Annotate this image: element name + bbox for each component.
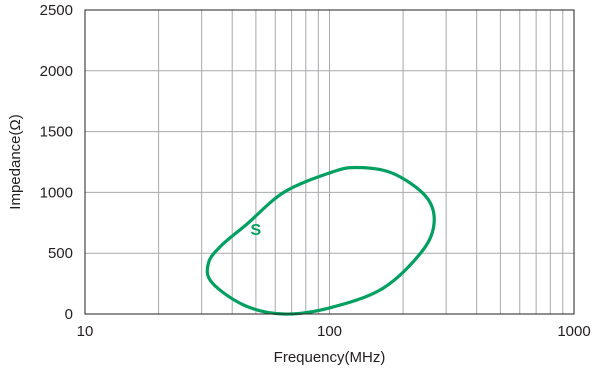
series-layer (205, 165, 436, 316)
plot-frame (84, 9, 575, 315)
x-tick-label: 10 (77, 323, 94, 340)
series-line-s (205, 165, 436, 316)
y-axis-title: Impedance(Ω) (7, 114, 24, 209)
y-tick-label: 1500 (40, 124, 73, 141)
y-tick-label: 2000 (40, 63, 73, 80)
y-tick-labels: 0 500 1000 1500 2000 2500 (40, 2, 73, 323)
x-tick-label: 1000 (557, 323, 590, 340)
grid (84, 9, 575, 315)
x-axis-title: Frequency(MHz) (274, 349, 386, 366)
x-tick-labels: 10 100 1000 (77, 323, 591, 340)
x-tick-label: 100 (317, 323, 342, 340)
series-label-s: S (251, 222, 262, 239)
y-tick-label: 0 (65, 306, 73, 323)
y-tick-label: 500 (48, 245, 73, 262)
y-tick-label: 2500 (40, 2, 73, 19)
y-tick-label: 1000 (40, 184, 73, 201)
